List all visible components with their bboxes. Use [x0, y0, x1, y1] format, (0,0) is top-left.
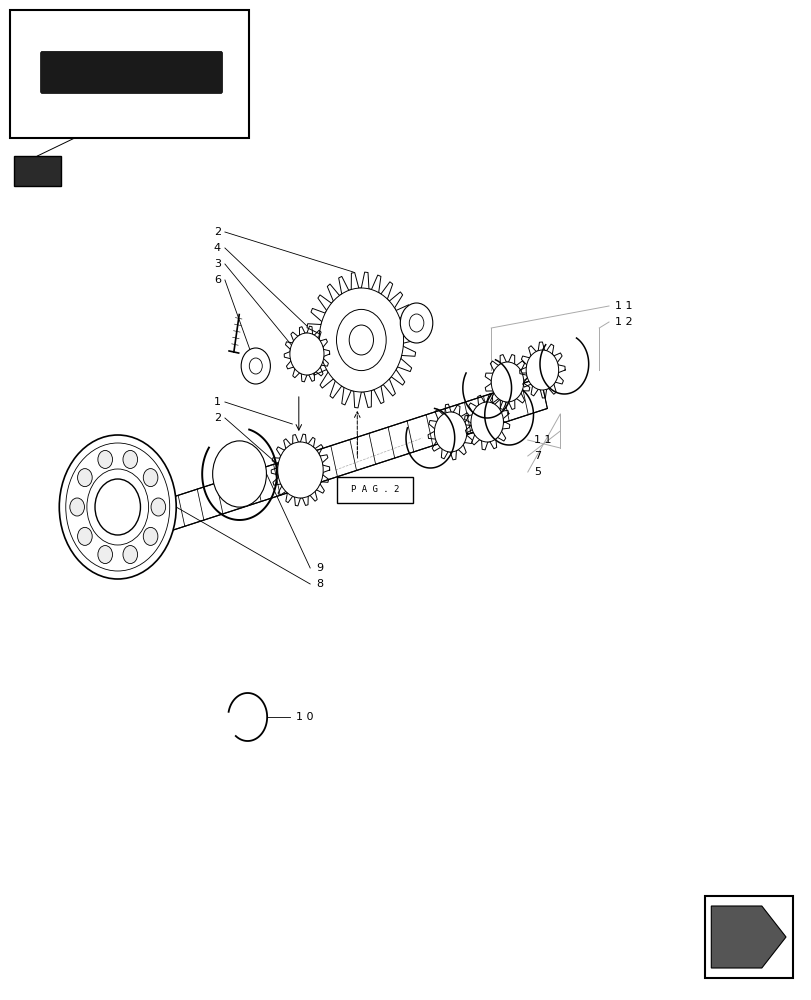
Text: 5: 5 — [534, 467, 541, 477]
Circle shape — [249, 358, 262, 374]
Circle shape — [95, 479, 140, 535]
Text: P A G . 2: P A G . 2 — [350, 486, 399, 494]
Circle shape — [70, 498, 84, 516]
Circle shape — [434, 412, 466, 452]
Circle shape — [470, 402, 503, 442]
Text: 8: 8 — [316, 579, 324, 589]
Text: 1: 1 — [213, 397, 221, 407]
Text: 2: 2 — [213, 413, 221, 423]
Circle shape — [290, 333, 324, 375]
Circle shape — [491, 362, 523, 402]
Circle shape — [277, 442, 323, 498]
Circle shape — [151, 498, 165, 516]
Circle shape — [143, 469, 157, 487]
Circle shape — [98, 450, 113, 468]
FancyBboxPatch shape — [337, 477, 413, 503]
FancyBboxPatch shape — [704, 896, 792, 978]
FancyBboxPatch shape — [10, 10, 249, 138]
Text: 3: 3 — [213, 259, 221, 269]
Circle shape — [78, 527, 92, 545]
Circle shape — [526, 350, 558, 390]
Circle shape — [400, 303, 432, 343]
Circle shape — [319, 288, 403, 392]
Polygon shape — [710, 906, 785, 968]
Text: 1 1: 1 1 — [534, 435, 551, 445]
Text: 4: 4 — [213, 243, 221, 253]
Circle shape — [87, 469, 148, 545]
Text: 2: 2 — [213, 227, 221, 237]
Circle shape — [336, 309, 386, 371]
Bar — [14, 156, 61, 186]
Text: 7: 7 — [534, 451, 541, 461]
Text: 1 2: 1 2 — [615, 317, 633, 327]
Text: 9: 9 — [316, 563, 324, 573]
Circle shape — [66, 443, 169, 571]
Circle shape — [59, 435, 176, 579]
FancyBboxPatch shape — [41, 51, 222, 93]
Text: 1 0: 1 0 — [296, 712, 314, 722]
Circle shape — [78, 469, 92, 487]
Circle shape — [241, 348, 270, 384]
Text: 6: 6 — [213, 275, 221, 285]
Circle shape — [349, 325, 373, 355]
Circle shape — [143, 527, 157, 545]
Circle shape — [122, 546, 137, 564]
Polygon shape — [159, 378, 547, 532]
Circle shape — [212, 441, 266, 507]
Text: 1 1: 1 1 — [615, 301, 633, 311]
Circle shape — [409, 314, 423, 332]
Circle shape — [122, 450, 137, 468]
Circle shape — [98, 546, 113, 564]
